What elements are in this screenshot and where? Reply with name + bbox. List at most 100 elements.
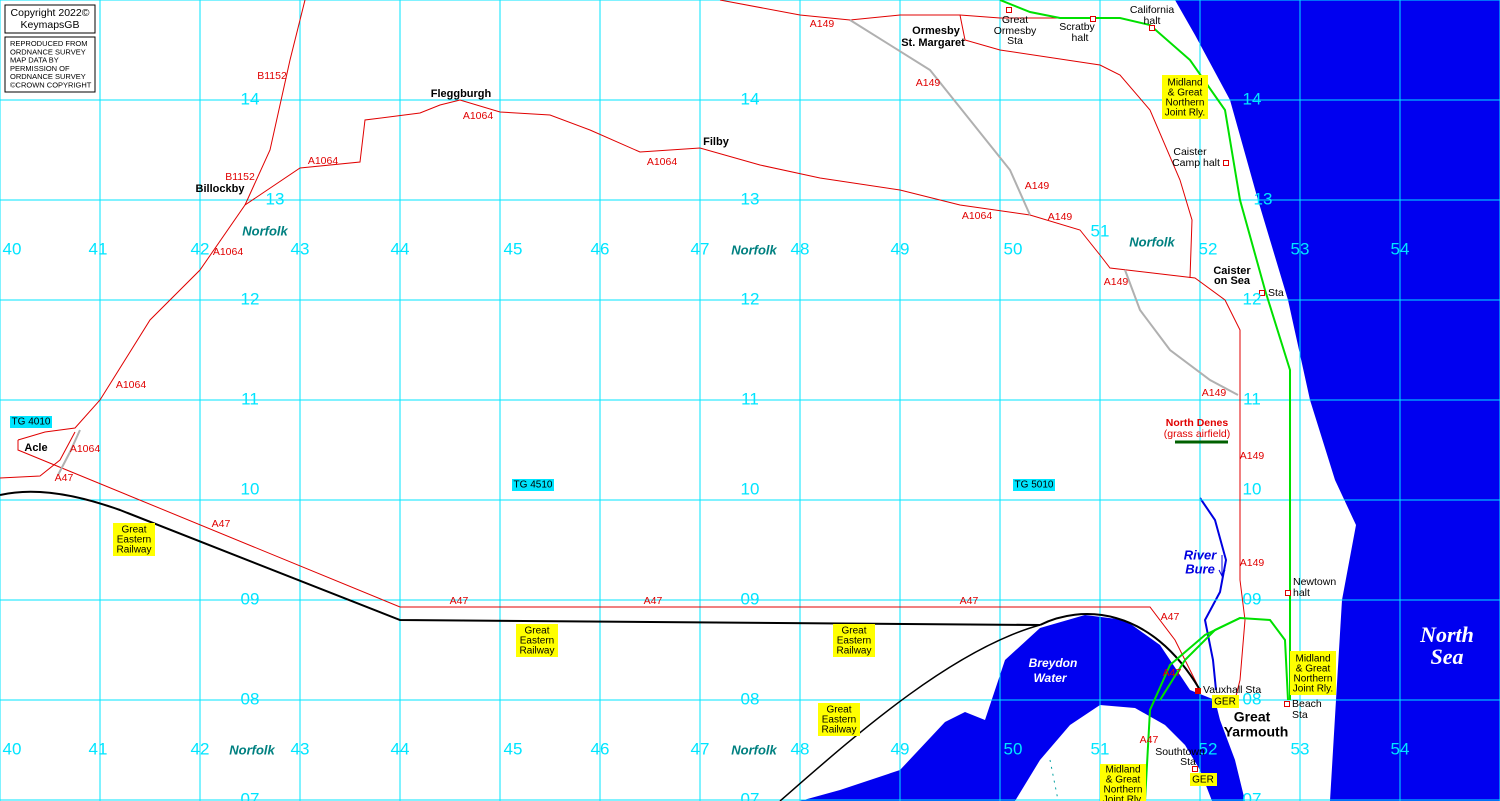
notice: PERMISSION OF xyxy=(10,64,70,73)
notice: MAP DATA BY xyxy=(10,56,59,65)
disused-railways xyxy=(57,19,1239,476)
northing-label: 10 xyxy=(741,479,760,498)
town-name: Great xyxy=(1234,709,1271,725)
railway xyxy=(1124,269,1239,396)
railway-label: Eastern xyxy=(520,636,554,647)
railway-label: Joint Rly. xyxy=(1103,795,1143,801)
easting-label: 46 xyxy=(591,239,610,258)
grid-ref: TG 4510 xyxy=(514,480,553,491)
label-box xyxy=(10,416,52,428)
northing-label: 08 xyxy=(741,689,760,708)
easting-label: 50 xyxy=(1004,739,1023,758)
airfield-name: (grass airfield) xyxy=(1164,428,1231,440)
place-name: Acle xyxy=(24,442,47,454)
station-name: California xyxy=(1130,4,1175,16)
label-box xyxy=(113,523,155,556)
station-name: Sta xyxy=(1007,35,1023,47)
northing-label: 11 xyxy=(741,389,759,408)
railway-label: Joint Rly. xyxy=(1293,684,1333,695)
station-name: Caister xyxy=(1173,146,1207,158)
northing-label: 14 xyxy=(241,89,260,108)
label-box xyxy=(1290,651,1336,695)
northing-label: 08 xyxy=(1243,689,1262,708)
northing-label: 09 xyxy=(1243,589,1262,608)
station-name: Great xyxy=(1002,14,1028,26)
railway-label: Railway xyxy=(116,545,151,556)
easting-label: 49 xyxy=(891,739,910,758)
county-label: Norfolk xyxy=(731,742,777,757)
station-name: halt xyxy=(1293,587,1310,599)
easting-label: 47 xyxy=(691,239,710,258)
road-label: A47 xyxy=(644,595,663,607)
place-name: Filby xyxy=(703,136,730,148)
station xyxy=(1090,16,1096,22)
notice: REPRODUCED FROM xyxy=(10,39,88,48)
station-name: Beach xyxy=(1292,698,1322,710)
northing-label: 09 xyxy=(741,589,760,608)
road-label: A47 xyxy=(1161,611,1180,623)
road-label: A47 xyxy=(1140,734,1159,746)
railway-label: Great xyxy=(121,525,146,536)
label-box xyxy=(1212,695,1239,708)
railway-label: Eastern xyxy=(822,715,856,726)
county-label: Norfolk xyxy=(242,223,288,238)
county-label: Norfolk xyxy=(229,742,275,757)
northing-label: 07 xyxy=(241,789,260,801)
railway-label: Midland xyxy=(1295,654,1330,665)
sea-name: Sea xyxy=(1431,644,1464,669)
easting-label: 48 xyxy=(791,239,810,258)
railway-label: Northern xyxy=(1104,785,1143,796)
railway-label: & Great xyxy=(1296,664,1331,675)
road-label: A1064 xyxy=(463,110,494,122)
northing-label: 13 xyxy=(741,189,760,208)
railway-label: GER xyxy=(1214,697,1236,708)
northing-label: 07 xyxy=(741,789,760,801)
easting-label: 40 xyxy=(3,739,22,758)
railway-label: Midland xyxy=(1105,765,1140,776)
easting-label: 54 xyxy=(1391,239,1410,258)
easting-label: 45 xyxy=(504,739,523,758)
northing-label: 13 xyxy=(1254,189,1273,208)
easting-label: 43 xyxy=(291,739,310,758)
railway xyxy=(849,19,1031,216)
label-box xyxy=(516,624,558,657)
northing-label: 11 xyxy=(1243,389,1261,408)
road xyxy=(17,99,1246,701)
easting-label: 41 xyxy=(89,739,108,758)
easting-label: 52 xyxy=(1199,739,1218,758)
railway-label: Midland xyxy=(1167,78,1202,89)
place-name: on Sea xyxy=(1214,275,1251,287)
easting-label: 41 xyxy=(89,239,108,258)
easting-label: 51 xyxy=(1091,221,1110,240)
road xyxy=(17,440,1201,691)
label-box xyxy=(4,36,96,93)
road-label: A47 xyxy=(212,518,231,530)
easting-label: 42 xyxy=(191,739,210,758)
grid-ref: TG 5010 xyxy=(1015,480,1054,491)
railway-label: & Great xyxy=(1168,88,1203,99)
notice: ORDNANCE SURVEY xyxy=(10,72,86,81)
county-label: Norfolk xyxy=(731,242,777,257)
railway xyxy=(1039,613,1201,691)
label-box xyxy=(818,703,860,736)
station-name: Sta xyxy=(1268,287,1284,299)
railway-label: & Great xyxy=(1106,775,1141,786)
easting-label: 48 xyxy=(791,739,810,758)
railway-label: Eastern xyxy=(837,636,871,647)
station-name: Scratby xyxy=(1059,21,1095,33)
easting-label: 53 xyxy=(1291,239,1310,258)
station xyxy=(1006,7,1012,13)
label-box xyxy=(512,479,554,491)
road-label: A149 xyxy=(810,18,835,30)
northing-label: 12 xyxy=(741,289,760,308)
station xyxy=(1285,590,1291,596)
water-name: Water xyxy=(1033,671,1067,685)
road-label: A1064 xyxy=(70,443,101,455)
roads xyxy=(0,0,1246,701)
railway-label: Railway xyxy=(519,646,554,657)
railway xyxy=(1159,617,1241,701)
label-box xyxy=(1100,764,1146,801)
easting-label: 40 xyxy=(3,239,22,258)
